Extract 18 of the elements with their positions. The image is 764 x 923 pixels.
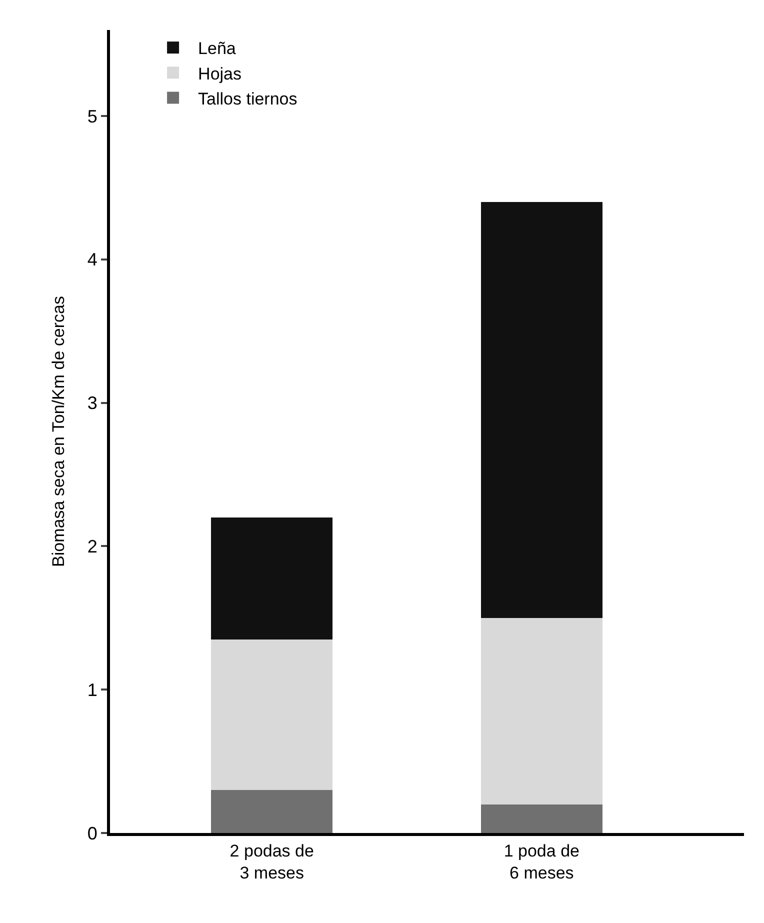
bar [211, 639, 333, 790]
y-tick-label: 3 [87, 393, 98, 414]
legend-label: Leña [198, 39, 236, 58]
y-tick-label: 0 [87, 823, 98, 844]
bar [211, 790, 333, 833]
bar [480, 618, 602, 804]
y-tick-label: 5 [87, 106, 98, 126]
bar [480, 202, 602, 618]
legend-label: Tallos tiernos [198, 89, 298, 108]
x-tick-label: 1 poda de 6 meses [504, 841, 580, 882]
x-tick-label: 2 podas de 3 meses [230, 841, 314, 882]
legend-label: Hojas [198, 64, 242, 84]
y-tick-label: 2 [87, 536, 98, 557]
bar [211, 518, 333, 640]
y-tick-label: 1 [87, 680, 98, 700]
y-axis-title: Biomasa seca en Ton/Km de cercas [49, 296, 68, 567]
bar [480, 804, 602, 833]
y-tick-label: 4 [87, 250, 98, 270]
